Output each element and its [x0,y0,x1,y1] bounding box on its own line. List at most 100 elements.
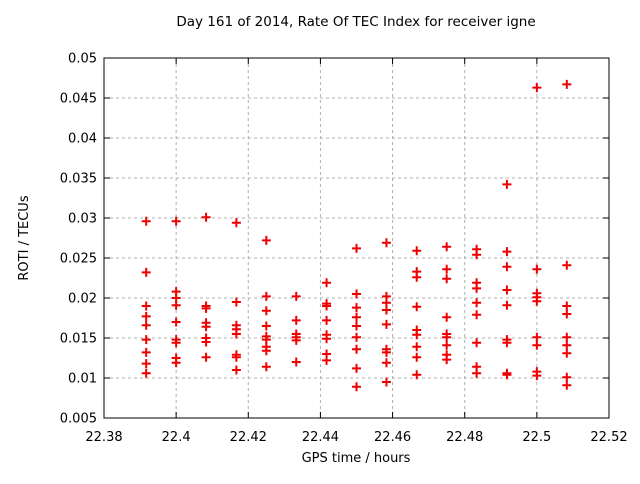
data-point-marker [352,321,361,331]
data-point-marker [171,300,181,310]
y-tick-label: 0.03 [68,212,97,227]
data-point-marker [381,377,391,387]
data-point-marker [442,274,452,284]
x-tick-label: 22.42 [230,430,267,445]
y-tick-label: 0.04 [68,132,97,147]
data-point-marker [442,340,452,350]
data-point-marker [472,368,482,378]
data-point-marker [412,330,422,340]
data-point-marker [201,212,211,222]
y-tick-label: 0.035 [60,172,97,187]
data-point-marker [532,371,542,381]
data-point-marker [352,289,361,299]
data-point-marker [442,242,452,252]
data-point-marker [261,346,271,356]
data-point-marker [141,267,151,277]
data-point-marker [381,238,391,248]
data-point-marker [201,322,211,332]
data-point-marker [291,357,301,367]
y-tick-label: 0.025 [60,252,97,267]
data-point-marker [562,332,572,342]
data-point-marker [562,309,572,319]
data-point-marker [352,344,361,354]
axis-layer: 22.38 22.4 22.42 22.44 22.46 22.48 22.5 22.52 0.… [60,52,628,446]
data-point-marker [412,246,422,256]
data-point-marker [141,216,151,226]
data-point-marker [201,352,211,362]
data-point-marker [562,348,572,358]
data-point-marker [322,278,332,288]
data-point-marker [412,342,422,352]
x-tick-label: 22.4 [162,430,191,445]
data-point-marker [442,355,452,365]
data-point-marker [231,365,241,375]
data-point-marker [472,310,482,320]
data-point-marker [231,352,241,362]
data-point-marker [502,179,512,189]
data-point-marker [562,260,572,270]
data-point-marker [322,301,332,311]
data-point-marker [532,340,542,350]
x-tick-label: 22.48 [446,430,483,445]
data-point-marker [412,272,422,282]
data-point-marker [141,347,151,357]
data-point-marker [532,332,542,342]
data-point-marker [322,315,332,325]
data-point-marker [502,338,512,348]
data-point-marker [472,250,482,260]
data-point-marker [171,338,181,348]
y-axis-label: ROTI / TECUs [17,195,32,280]
data-point-marker [141,301,151,311]
data-point-marker [231,297,241,307]
data-point-marker [562,340,572,350]
data-point-marker [141,320,151,330]
data-point-marker [381,305,391,315]
data-point-marker [261,362,271,372]
x-tick-label: 22.52 [590,430,627,445]
data-point-marker [412,302,422,312]
data-point-marker [381,347,391,357]
data-point-marker [291,315,301,325]
data-point-marker [291,335,301,345]
data-point-marker [201,303,211,313]
data-point-marker [502,247,512,257]
data-point-marker [472,338,482,348]
data-point-marker [472,283,482,293]
data-point-marker [141,359,151,369]
chart-title: Day 161 of 2014, Rate Of TEC Index for r… [176,14,535,30]
data-point-marker [261,235,271,245]
data-point-marker [261,306,271,316]
data-point-marker [261,291,271,301]
data-point-marker [412,352,422,362]
y-tick-label: 0.01 [68,372,97,387]
y-tick-label: 0.015 [60,332,97,347]
data-point-marker [532,83,542,93]
data-point-marker [352,312,361,322]
data-point-marker [502,370,512,380]
data-point-marker [141,311,151,321]
data-point-marker [442,312,452,322]
data-point-marker [171,317,181,327]
data-point-marker [502,285,512,295]
data-point-marker [562,380,572,390]
data-point-marker [231,218,241,228]
x-tick-label: 22.5 [522,430,551,445]
y-tick-label: 0.045 [60,92,97,107]
data-layer [141,79,572,392]
y-tick-label: 0.05 [68,52,97,67]
data-point-marker [141,335,151,345]
data-point-marker [141,368,151,378]
x-tick-label: 22.46 [374,430,411,445]
data-point-marker [562,301,572,311]
data-point-marker [562,79,572,89]
data-point-marker [442,332,452,342]
x-tick-label: 22.38 [85,430,122,445]
data-point-marker [291,291,301,301]
data-point-marker [171,216,181,226]
data-point-marker [562,372,572,382]
data-point-marker [472,298,482,308]
y-tick-label: 0.005 [60,412,97,427]
data-point-marker [532,296,542,306]
